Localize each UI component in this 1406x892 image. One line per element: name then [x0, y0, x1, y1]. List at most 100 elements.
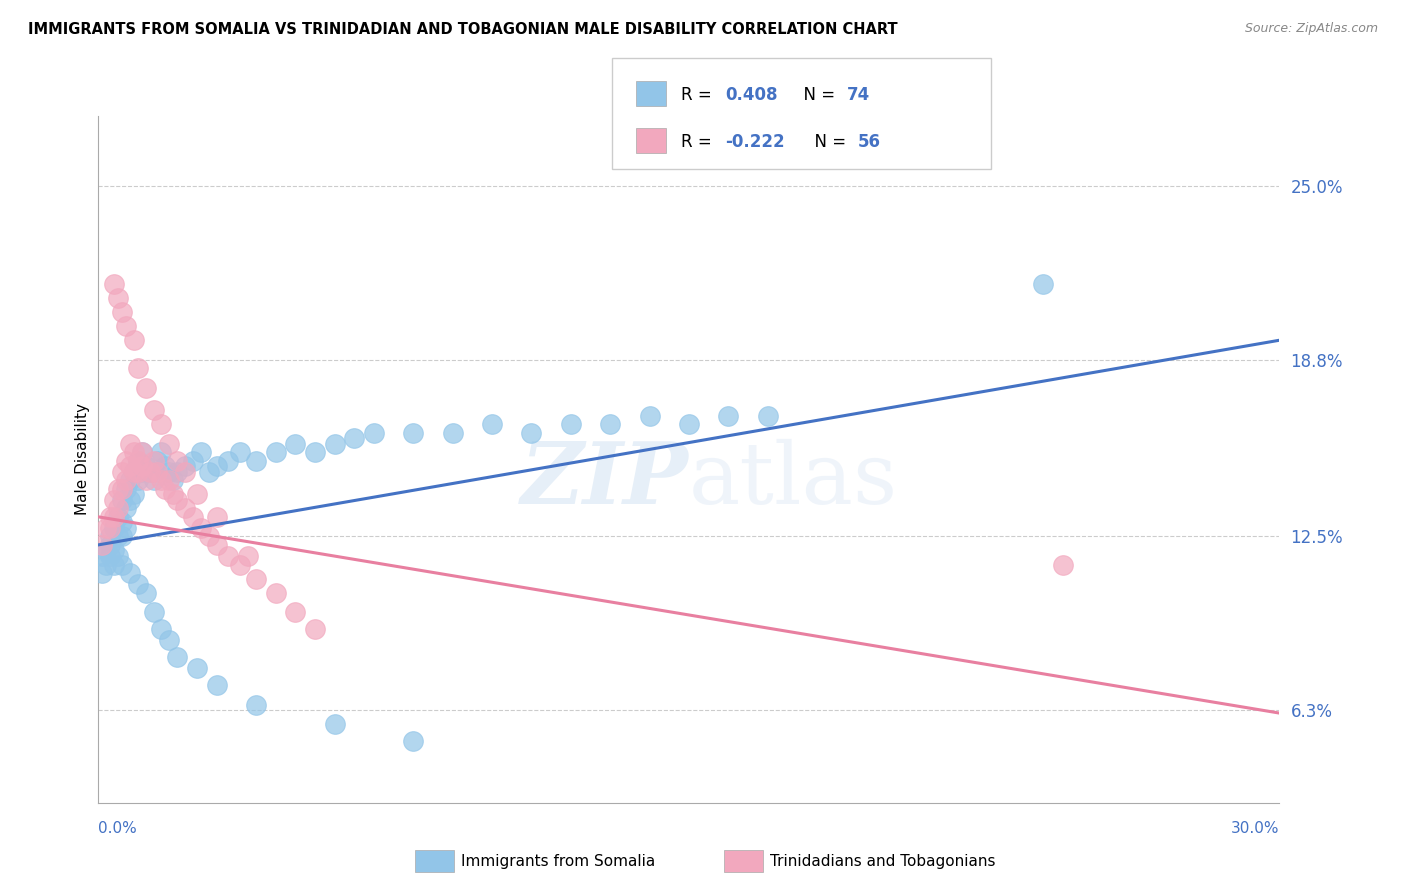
Point	[162, 474, 184, 488]
Point	[122, 333, 145, 347]
Point	[304, 445, 326, 459]
Point	[98, 549, 121, 563]
Point	[107, 291, 129, 305]
Point	[190, 521, 212, 535]
Point	[122, 487, 145, 501]
Point	[323, 437, 346, 451]
Text: N =: N =	[793, 87, 841, 104]
Point	[1052, 558, 1074, 572]
Point	[115, 501, 138, 516]
Point	[127, 361, 149, 376]
Text: 74: 74	[846, 87, 870, 104]
Text: 0.408: 0.408	[725, 87, 778, 104]
Point	[150, 474, 173, 488]
Point	[135, 585, 157, 599]
Point	[174, 501, 197, 516]
Point	[146, 465, 169, 479]
Point	[107, 501, 129, 516]
Point	[197, 529, 219, 543]
Point	[118, 493, 141, 508]
Point	[115, 319, 138, 334]
Point	[96, 543, 118, 558]
Point	[135, 459, 157, 474]
Point	[98, 521, 121, 535]
Point	[118, 566, 141, 580]
Point	[264, 445, 287, 459]
Point	[103, 493, 125, 508]
Point	[217, 454, 239, 468]
Text: Immigrants from Somalia: Immigrants from Somalia	[461, 855, 655, 869]
Point	[229, 445, 252, 459]
Point	[245, 454, 267, 468]
Point	[1032, 277, 1054, 292]
Text: 56: 56	[858, 134, 880, 152]
Point	[402, 425, 425, 440]
Point	[91, 538, 114, 552]
Point	[127, 454, 149, 468]
Point	[111, 558, 134, 572]
Point	[111, 529, 134, 543]
Point	[205, 678, 228, 692]
Point	[138, 465, 160, 479]
Point	[142, 605, 165, 619]
Point	[138, 465, 160, 479]
Point	[717, 409, 740, 423]
Point	[107, 482, 129, 496]
Point	[174, 465, 197, 479]
Point	[127, 454, 149, 468]
Point	[599, 417, 621, 432]
Point	[166, 493, 188, 508]
Point	[118, 437, 141, 451]
Text: IMMIGRANTS FROM SOMALIA VS TRINIDADIAN AND TOBAGONIAN MALE DISABILITY CORRELATIO: IMMIGRANTS FROM SOMALIA VS TRINIDADIAN A…	[28, 22, 898, 37]
Point	[146, 454, 169, 468]
Point	[103, 509, 125, 524]
Point	[127, 474, 149, 488]
Point	[217, 549, 239, 563]
Point	[150, 445, 173, 459]
Text: N =: N =	[804, 134, 852, 152]
Point	[174, 459, 197, 474]
Text: Source: ZipAtlas.com: Source: ZipAtlas.com	[1244, 22, 1378, 36]
Point	[98, 538, 121, 552]
Point	[111, 493, 134, 508]
Point	[190, 445, 212, 459]
Point	[155, 482, 177, 496]
Point	[560, 417, 582, 432]
Point	[638, 409, 661, 423]
Point	[304, 622, 326, 636]
Point	[155, 459, 177, 474]
Point	[363, 425, 385, 440]
Point	[284, 437, 307, 451]
Point	[91, 549, 114, 563]
Point	[157, 465, 180, 479]
Point	[135, 381, 157, 395]
Point	[205, 538, 228, 552]
Point	[441, 425, 464, 440]
Point	[323, 717, 346, 731]
Point	[520, 425, 543, 440]
Point	[229, 558, 252, 572]
Point	[264, 585, 287, 599]
Point	[96, 558, 118, 572]
Point	[98, 529, 121, 543]
Point	[284, 605, 307, 619]
Point	[205, 459, 228, 474]
Point	[402, 734, 425, 748]
Point	[205, 509, 228, 524]
Point	[107, 549, 129, 563]
Point	[135, 474, 157, 488]
Point	[245, 572, 267, 586]
Point	[131, 445, 153, 459]
Point	[115, 454, 138, 468]
Point	[245, 698, 267, 712]
Point	[166, 465, 188, 479]
Point	[115, 482, 138, 496]
Point	[115, 474, 138, 488]
Point	[91, 566, 114, 580]
Point	[111, 305, 134, 319]
Point	[162, 487, 184, 501]
Text: R =: R =	[681, 87, 717, 104]
Point	[118, 459, 141, 474]
Point	[131, 459, 153, 474]
Point	[481, 417, 503, 432]
